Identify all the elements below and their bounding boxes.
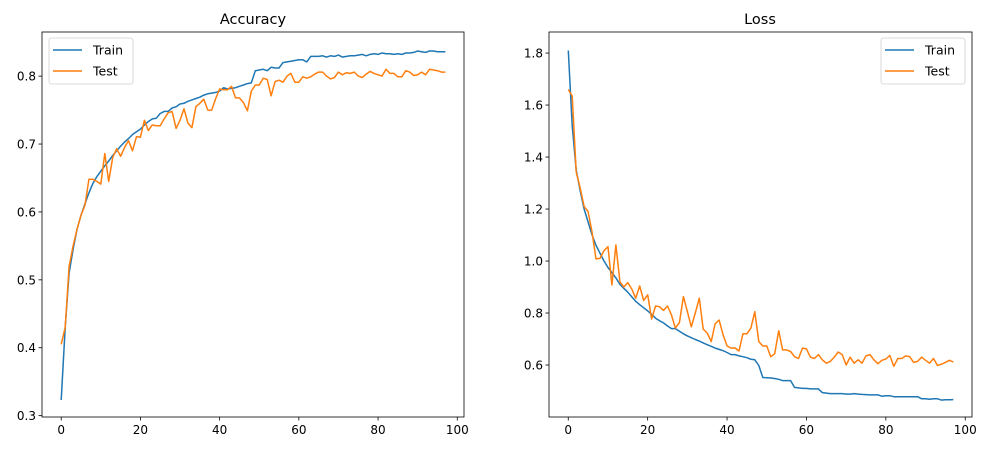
legend-label-test: Test	[92, 64, 118, 79]
y-tick-label: 0.7	[17, 138, 36, 152]
y-tick-label: 1.8	[524, 47, 543, 61]
y-tick-label: 0.8	[524, 307, 543, 321]
y-tick-label: 0.3	[17, 409, 36, 423]
x-tick-label: 20	[640, 423, 655, 437]
x-tick-label: 40	[212, 423, 227, 437]
legend: Train Test	[880, 37, 966, 85]
series-line-train	[567, 50, 954, 401]
chart-title: Loss	[744, 12, 776, 28]
x-tick-label: 80	[370, 423, 385, 437]
series-line-test	[60, 68, 446, 345]
x-tick-label: 100	[954, 423, 977, 437]
y-tick-label: 0.8	[17, 70, 36, 84]
x-tick-label: 80	[878, 423, 893, 437]
legend: Train Test	[48, 37, 134, 85]
legend-label-test: Test	[924, 64, 950, 79]
axes-frame	[548, 31, 973, 418]
y-tick-label: 1.6	[524, 99, 543, 113]
x-tick-label: 60	[291, 423, 306, 437]
y-tick-label: 0.4	[17, 341, 36, 355]
axes-frame	[41, 31, 465, 418]
y-tick-label: 0.6	[524, 359, 543, 373]
x-tick-label: 0	[57, 423, 65, 437]
series-line-test	[567, 89, 954, 368]
x-tick-label: 20	[133, 423, 148, 437]
y-tick-label: 1.4	[524, 151, 543, 165]
series-line-train	[60, 50, 446, 401]
y-tick-label: 0.6	[17, 205, 36, 219]
chart-title: Accuracy	[220, 12, 287, 28]
legend-label-train: Train	[92, 43, 123, 58]
x-tick-label: 60	[799, 423, 814, 437]
y-tick-label: 1.0	[524, 255, 543, 269]
legend-label-train: Train	[924, 43, 955, 58]
accuracy-chart: Accuracy 0 20 40 60 80 100 0.3 0.4 0.5 0.6 0.7 0.8 T…	[17, 12, 469, 437]
x-tick-label: 100	[446, 423, 469, 437]
y-tick-label: 0.5	[17, 273, 36, 287]
loss-chart: Loss 0 20 40 60 80 100 0.6 0.8 1.0 1.2 1.4 1.6 1.8 Tr…	[524, 12, 977, 437]
x-tick-label: 40	[719, 423, 734, 437]
y-tick-label: 1.2	[524, 203, 543, 217]
x-tick-label: 0	[564, 423, 572, 437]
